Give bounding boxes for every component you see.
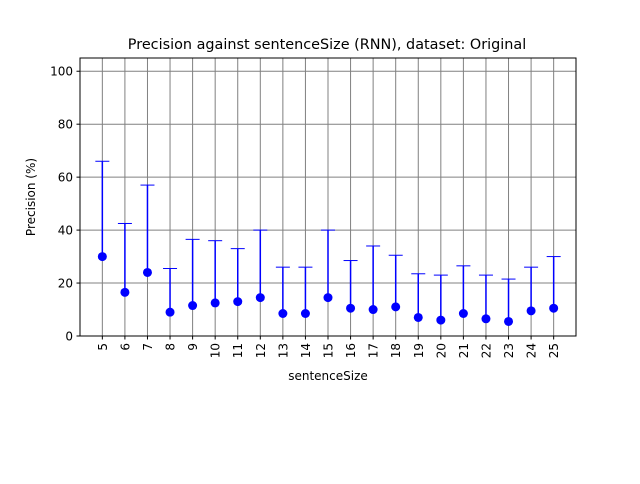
data-point xyxy=(481,314,491,324)
x-axis-ticks: 5 6 7 8 9 10 11 12 13 14 15 16 17 18 19 20 21 22 23 24 25 xyxy=(96,336,561,358)
data-point xyxy=(323,293,333,303)
x-tick-label: 9 xyxy=(186,343,200,351)
data-point xyxy=(526,306,536,316)
data-point xyxy=(368,305,378,315)
x-tick-label: 10 xyxy=(209,343,223,358)
data-point xyxy=(210,298,220,308)
data-point xyxy=(436,315,446,325)
data-point xyxy=(278,308,288,318)
data-point xyxy=(300,308,310,318)
data-point xyxy=(233,297,243,307)
data-point xyxy=(120,287,130,297)
x-tick-label: 18 xyxy=(389,343,403,358)
x-tick-label: 14 xyxy=(299,343,313,358)
x-tick-label: 16 xyxy=(344,343,358,358)
x-tick-label: 22 xyxy=(479,343,493,358)
data-point xyxy=(391,302,401,312)
x-tick-label: 20 xyxy=(434,343,448,358)
x-tick-label: 13 xyxy=(276,343,290,358)
x-tick-label: 8 xyxy=(164,343,178,351)
data-point xyxy=(165,307,175,317)
x-tick-label: 17 xyxy=(367,343,381,358)
x-tick-label: 12 xyxy=(254,343,268,358)
data-point xyxy=(142,267,152,277)
y-tick-label: 80 xyxy=(58,118,73,132)
data-point xyxy=(97,252,107,262)
x-tick-label: 19 xyxy=(412,343,426,358)
y-axis-label: Precision (%) xyxy=(24,158,38,236)
data-point xyxy=(346,303,356,313)
data-point xyxy=(255,293,265,303)
y-tick-label: 20 xyxy=(58,277,73,291)
x-tick-label: 25 xyxy=(547,343,561,358)
y-tick-label: 100 xyxy=(50,65,73,79)
x-tick-label: 24 xyxy=(525,343,539,358)
x-axis-label: sentenceSize xyxy=(288,369,368,383)
data-point xyxy=(188,301,198,311)
error-bars xyxy=(95,160,561,322)
data-point xyxy=(549,303,559,313)
y-tick-label: 0 xyxy=(65,330,73,344)
data-points xyxy=(97,252,559,326)
y-tick-label: 60 xyxy=(58,171,73,185)
x-tick-label: 7 xyxy=(141,343,155,351)
y-tick-label: 40 xyxy=(58,224,73,238)
x-tick-label: 5 xyxy=(96,343,110,351)
data-point xyxy=(413,312,423,322)
x-tick-label: 21 xyxy=(457,343,471,358)
x-tick-label: 6 xyxy=(118,343,132,351)
x-tick-label: 11 xyxy=(231,343,245,358)
x-tick-label: 23 xyxy=(502,343,516,358)
chart-title: Precision against sentenceSize (RNN), da… xyxy=(128,37,526,53)
y-axis-ticks: 0 20 40 60 80 100 xyxy=(50,65,80,344)
x-tick-label: 15 xyxy=(322,343,336,358)
data-point xyxy=(458,308,468,318)
data-point xyxy=(504,316,514,326)
